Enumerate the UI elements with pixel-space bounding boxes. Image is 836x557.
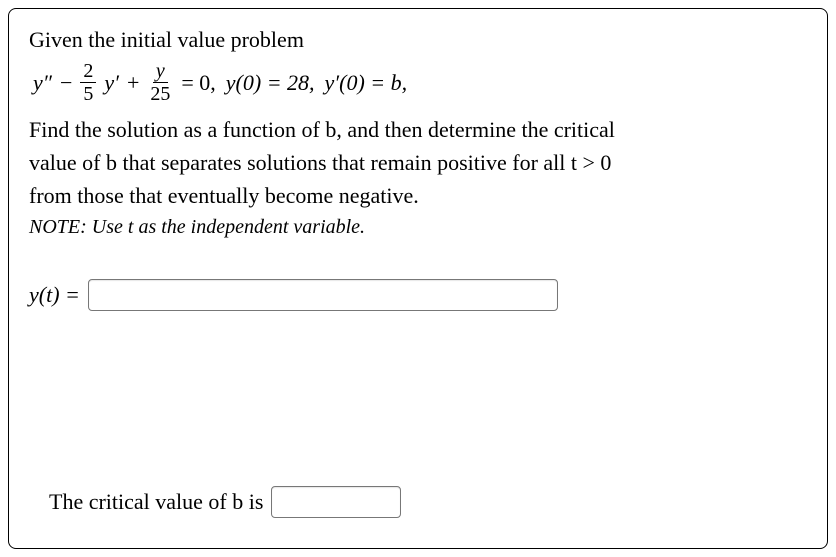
- frac1-den: 5: [80, 83, 96, 105]
- y-prime: y′: [104, 70, 119, 96]
- note-line: NOTE: Use t as the independent variable.: [29, 216, 807, 239]
- equation: y″ − 2 5 y′ + y 25 = 0, y(0) = 28, y′(0)…: [29, 60, 807, 105]
- problem-container: Given the initial value problem y″ − 2 5…: [8, 8, 828, 549]
- body-line-3: from those that eventually become negati…: [29, 179, 807, 212]
- frac2-den: 25: [147, 83, 173, 105]
- fraction-1: 2 5: [80, 60, 96, 105]
- frac2-num: y: [153, 60, 168, 83]
- plus-sign: +: [127, 70, 139, 96]
- equals-zero: = 0,: [181, 70, 215, 96]
- critical-value-input[interactable]: [271, 486, 401, 518]
- fraction-2: y 25: [147, 60, 173, 105]
- answer-row: y(t) =: [29, 279, 807, 311]
- intro-text: Given the initial value problem: [29, 23, 807, 56]
- solution-input[interactable]: [88, 279, 558, 311]
- y-double-prime: y″: [33, 70, 52, 96]
- body-line-2: value of b that separates solutions that…: [29, 146, 807, 179]
- body-line-1: Find the solution as a function of b, an…: [29, 113, 807, 146]
- frac1-num: 2: [80, 60, 96, 83]
- critical-label: The critical value of b is: [49, 489, 263, 515]
- ic1: y(0) = 28,: [226, 70, 315, 96]
- ic2: y′(0) = b,: [325, 70, 408, 96]
- minus-sign: −: [60, 70, 72, 96]
- critical-row: The critical value of b is: [49, 486, 401, 518]
- answer-label: y(t) =: [29, 282, 80, 308]
